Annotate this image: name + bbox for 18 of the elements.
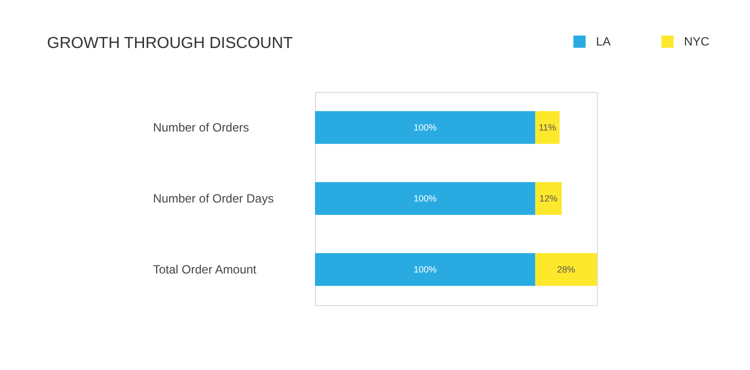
data-label: 100% [414,264,437,274]
bar [315,253,536,286]
bar [315,111,536,144]
y-tick-label: Number of Orders [153,120,250,134]
text: GROWTH THROUGH DISCOUNT [47,35,294,52]
bar [535,182,562,215]
bar [535,253,597,286]
legend-label: LA [596,34,611,49]
data-label: 100% [414,122,437,132]
data-label: 12% [540,194,558,204]
y-tick-label: Total Order Amount [153,262,258,276]
legend-label: NYC [684,34,710,49]
bar [535,111,560,144]
y-tick-label: Number of Order Days [153,192,274,206]
data-label: 11% [538,122,556,132]
bar [315,182,536,215]
data-label: 100% [414,194,437,204]
data-label: 28% [557,264,576,274]
